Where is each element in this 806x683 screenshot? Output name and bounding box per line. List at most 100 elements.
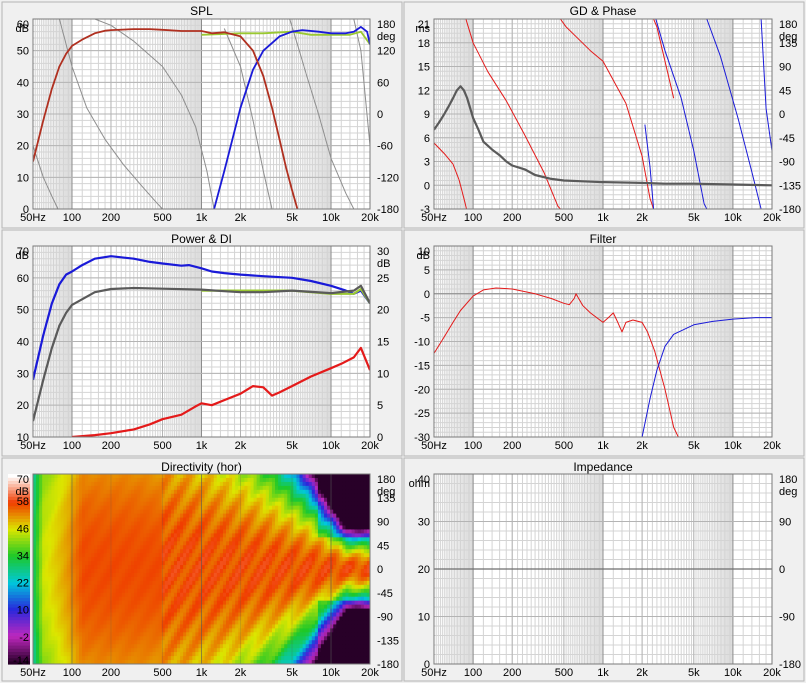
x-tick-label: 10k (724, 212, 742, 224)
y2-tick-label: -135 (779, 180, 801, 192)
y2-tick-label: 135 (779, 38, 797, 50)
y-tick-label: 30 (418, 517, 430, 529)
y-tick-label: 10 (418, 246, 430, 258)
x-tick-label: 2k (636, 667, 648, 679)
x-tick-label: 5k (286, 440, 298, 452)
x-tick-label: 50Hz (421, 440, 447, 452)
y2-tick-label: 20 (377, 305, 389, 317)
y-tick-label: 30 (17, 368, 29, 380)
y-tick-label: 5 (424, 265, 430, 277)
gd_phase-panel: GD & Phase 50Hz 100 200 500 1k 2k 5k 10k 20k -3 0 3 6… (403, 1, 805, 229)
x-tick-label: 50Hz (20, 440, 46, 452)
y-tick-label: 10 (17, 172, 29, 184)
gd_phase-series-line-2 (559, 19, 655, 209)
x-tick-label: 10k (322, 440, 340, 452)
y2-tick-label: 10 (377, 368, 389, 380)
x-tick-label: 5k (688, 667, 700, 679)
filter-axes: 50Hz 100 200 500 1k 2k 5k 10k 20k-30-25-20-15-10… (414, 246, 781, 452)
y2-tick-label: -60 (377, 141, 393, 153)
spl-series-line-0 (33, 145, 59, 209)
color-tick-label: 46 (17, 523, 29, 535)
gd_phase-series (434, 19, 772, 209)
filter-series-line-0 (434, 287, 679, 437)
y-tick-label: 0 (424, 659, 430, 671)
x-tick-label: 5k (688, 212, 700, 224)
power_di-series-line-3 (71, 346, 370, 437)
y2-tick-label: 90 (377, 517, 389, 529)
x-tick-label: 10k (322, 667, 340, 679)
gd_phase-series-line-1 (465, 19, 561, 209)
filter-series-line-1 (641, 317, 772, 437)
y-tick-label: 20 (17, 141, 29, 153)
x-tick-label: 200 (503, 667, 521, 679)
color-tick-label: 58 (17, 496, 29, 508)
x-tick-label: 200 (102, 212, 120, 224)
x-tick-label: 200 (102, 440, 120, 452)
y-tick-label: 60 (17, 273, 29, 285)
gd_phase-series-line-0 (434, 142, 467, 209)
y2-tick-label: 45 (779, 85, 791, 97)
x-tick-label: 2k (636, 212, 648, 224)
spl-series-line-3 (223, 28, 273, 209)
x-tick-label: 5k (286, 667, 298, 679)
y-tick-label: 18 (418, 38, 430, 50)
y2-tick-label: -90 (779, 157, 795, 169)
y-tick-label: 30 (17, 109, 29, 121)
gd_phase-y2label: deg (779, 31, 797, 43)
gd_phase-series-line-5 (655, 19, 708, 209)
directivity-ylabel: dB (16, 486, 29, 498)
x-tick-label: 50Hz (20, 212, 46, 224)
x-tick-label: 100 (464, 667, 482, 679)
x-tick-label: 20k (763, 440, 781, 452)
impedance-y2label: deg (779, 486, 797, 498)
impedance-title: Impedance (573, 460, 633, 474)
gd_phase-series-line-4 (644, 124, 655, 209)
filter-title: Filter (590, 232, 617, 246)
y-tick-label: 10 (17, 432, 29, 444)
y-tick-label: 40 (418, 474, 430, 486)
power_di-series-line-2 (33, 284, 370, 422)
y-tick-label: -5 (420, 313, 430, 325)
x-tick-label: 500 (153, 440, 171, 452)
gd_phase-axes: 50Hz 100 200 500 1k 2k 5k 10k 20k -3 0 3 6 9 12 15 18 21m… (415, 19, 801, 224)
power_di-series-line-0 (33, 255, 370, 380)
impedance-ylabel: ohm (409, 478, 430, 490)
x-tick-label: 2k (235, 440, 247, 452)
directivity-heatmap (8, 474, 371, 665)
color-tick-label: 34 (17, 550, 29, 562)
spl-grid (32, 18, 371, 210)
y-tick-label: 20 (17, 400, 29, 412)
x-tick-label: 10k (724, 667, 742, 679)
y2-tick-label: -180 (377, 204, 399, 216)
x-tick-label: 5k (688, 440, 700, 452)
x-tick-label: 100 (63, 212, 81, 224)
y-tick-label: 0 (424, 289, 430, 301)
spl-series-line-7 (213, 26, 370, 209)
color-tick-label: 10 (17, 605, 29, 617)
y2-tick-label: -45 (779, 133, 795, 145)
x-tick-label: 2k (636, 440, 648, 452)
spl-title: SPL (190, 4, 213, 18)
impedance-grid (433, 473, 773, 665)
y-tick-label: 70 (17, 246, 29, 258)
y-tick-label: -3 (420, 204, 430, 216)
spl-series-line-4 (289, 19, 355, 209)
x-tick-label: 50Hz (20, 667, 46, 679)
spl-axes: 50Hz 100 200 500 1k 2k 5k 10k 20k0102030405060dB… (16, 19, 400, 224)
x-tick-label: 5k (286, 212, 298, 224)
spl-series (33, 19, 370, 209)
power_di-y2label: dB (377, 258, 390, 270)
y-tick-label: 50 (17, 46, 29, 58)
directivity-panel: Directivity (hor)50Hz 100 200 500 1k 2k 5k 10k 2… (1, 457, 403, 682)
y2-tick-label: 5 (377, 400, 383, 412)
power_di-series (33, 255, 370, 437)
directivity-axes: 50Hz 100 200 500 1k 2k 5k 10k 20k -14 -2 10 22 34 46 58… (13, 474, 399, 679)
x-tick-label: 1k (196, 212, 208, 224)
y-tick-label: 6 (424, 133, 430, 145)
y2-tick-label: 135 (377, 493, 395, 505)
x-tick-label: 1k (597, 667, 609, 679)
x-tick-label: 1k (597, 212, 609, 224)
y2-tick-label: 180 (779, 19, 797, 31)
y2-tick-label: -120 (377, 172, 399, 184)
x-tick-label: 20k (763, 212, 781, 224)
